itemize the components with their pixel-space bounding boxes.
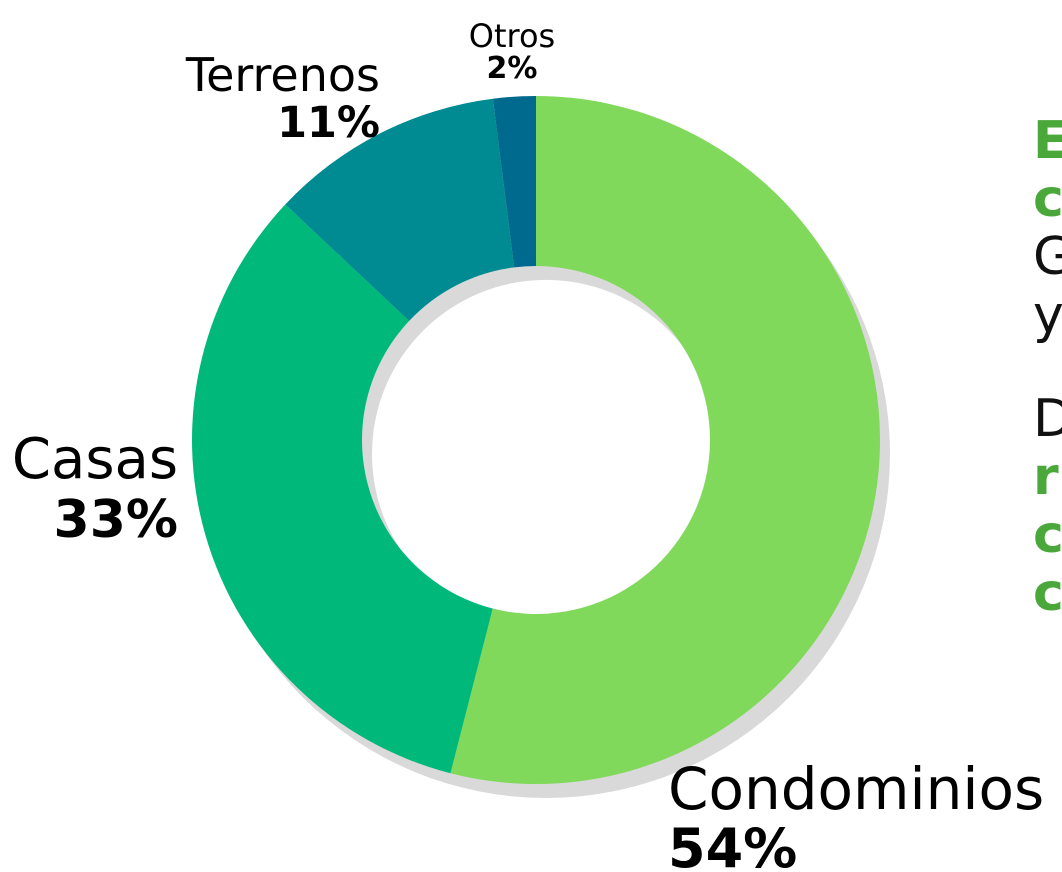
donut-slices: [191, 96, 880, 785]
slice-name-condominios: Condominios: [668, 755, 1045, 823]
side-text-line-3: G: [1033, 227, 1062, 287]
slice-value-otros: 2%: [486, 51, 538, 86]
side-text-line-2: c: [1033, 169, 1062, 229]
slice-label-terrenos: Terrenos 11%: [186, 52, 380, 145]
side-text-line-8: c: [1033, 563, 1062, 622]
slice-name-terrenos: Terrenos: [185, 48, 380, 102]
donut-slice-condominios: [450, 96, 880, 785]
slice-value-casas: 33%: [53, 490, 178, 550]
side-text-gap: [1033, 344, 1062, 390]
slice-label-condominios: Condominios 54%: [668, 760, 1044, 872]
slice-label-otros: Otros 2%: [462, 20, 562, 84]
slice-value-terrenos: 11%: [277, 98, 380, 148]
donut-slice-terrenos: [285, 98, 515, 321]
side-text-line-5: D: [1033, 389, 1062, 449]
donut-slice-otros: [492, 96, 536, 268]
side-text-cropped: E c G y D r c c: [1033, 112, 1062, 622]
side-text-line-1: E: [1033, 112, 1062, 171]
side-text-line-4: y: [1033, 285, 1062, 345]
donut-slice-casas: [191, 204, 493, 774]
slice-value-condominios: 54%: [668, 817, 798, 872]
slice-label-casas: Casas 33%: [11, 427, 178, 550]
side-text-line-6: r: [1033, 447, 1059, 507]
slice-name-casas: Casas: [11, 427, 178, 492]
side-text-line-7: c: [1033, 505, 1062, 565]
slice-name-otros: Otros: [468, 17, 556, 55]
